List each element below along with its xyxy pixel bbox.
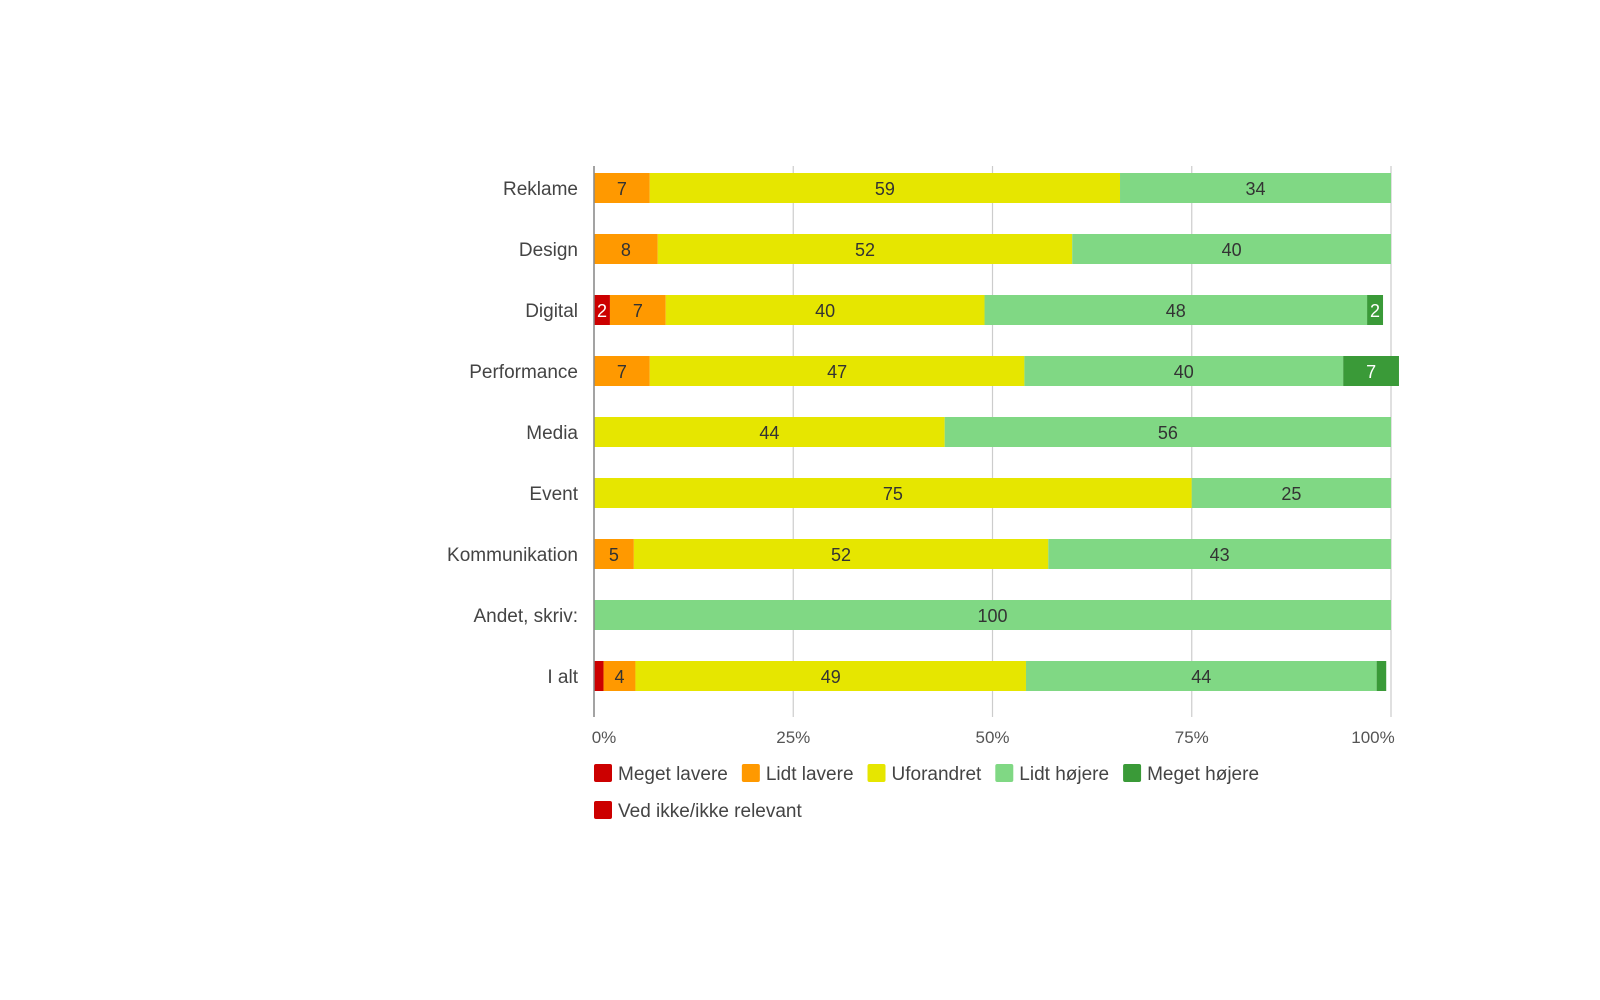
legend-label: Meget lavere <box>618 764 728 785</box>
x-tick-label: 50% <box>975 728 1009 747</box>
bar-segment <box>594 295 610 325</box>
data-label: 49 <box>821 667 841 687</box>
category-label: Media <box>526 423 578 444</box>
bar-segment <box>984 295 1368 325</box>
axes: 0% 25% 50% 75% 100% Reklame Design Digital Perfo… <box>447 166 1395 747</box>
category-label: Performance <box>469 362 578 383</box>
legend-swatch <box>741 764 760 782</box>
legend-item: Meget lavere <box>594 764 728 785</box>
bar-segment <box>1048 539 1391 569</box>
legend-item: Ved ikke/ikke relevant <box>594 801 802 822</box>
bar-segment <box>594 600 1391 630</box>
bar-segment <box>1367 295 1384 325</box>
legend-swatch <box>867 764 886 782</box>
legend-label: Lidt højere <box>1019 764 1109 785</box>
bar-segment <box>633 539 1049 569</box>
data-label: 52 <box>855 240 875 260</box>
bars: 7 59 34 8 52 40 2 7 40 48 2 7 47 40 7 44 56 75 25 5 52 43 100 4… <box>594 173 1399 691</box>
data-label: 7 <box>633 301 643 321</box>
bar-segment <box>1343 356 1399 386</box>
legend-label: Lidt lavere <box>766 764 854 785</box>
data-label: 43 <box>1210 545 1230 565</box>
bar-segment <box>594 234 658 264</box>
category-label: Digital <box>525 301 578 322</box>
bar-segment <box>603 661 636 691</box>
data-label: 40 <box>815 301 835 321</box>
data-label: 52 <box>831 545 851 565</box>
data-label: 2 <box>1370 301 1380 321</box>
category-label: Event <box>529 484 578 505</box>
data-label: 7 <box>1366 362 1376 382</box>
data-label: 44 <box>1191 667 1211 687</box>
legend-item: Lidt højere <box>995 764 1109 785</box>
x-tick-label: 100% <box>1351 728 1394 747</box>
data-label: 4 <box>614 667 624 687</box>
data-label: 100 <box>977 606 1007 626</box>
bar-segment <box>1024 356 1344 386</box>
data-label: 7 <box>617 362 627 382</box>
data-label: 47 <box>827 362 847 382</box>
category-label: Reklame <box>503 179 578 200</box>
data-label: 40 <box>1222 240 1242 260</box>
bar-segment <box>594 478 1192 508</box>
legend: Meget lavere Lidt lavere Uforandret Lidt hø… <box>594 764 1259 822</box>
category-label: Design <box>519 240 578 261</box>
legend-item: Lidt lavere <box>741 764 854 785</box>
category-label: Kommunikation <box>447 545 578 566</box>
legend-swatch <box>594 801 612 819</box>
legend-label: Ved ikke/ikke relevant <box>618 801 802 822</box>
category-label: Andet, skriv: <box>473 606 578 627</box>
data-label: 7 <box>617 179 627 199</box>
bar-segment <box>594 539 634 569</box>
data-label: 8 <box>621 240 631 260</box>
data-label: 25 <box>1281 484 1301 504</box>
legend-swatch <box>995 764 1014 782</box>
x-tick-label: 25% <box>776 728 810 747</box>
legend-label: Uforandret <box>892 764 982 785</box>
bar-segment <box>1120 173 1391 203</box>
data-label: 34 <box>1245 179 1265 199</box>
data-label: 75 <box>883 484 903 504</box>
bar-segment <box>594 417 945 447</box>
bar-segment <box>944 417 1391 447</box>
bar-segment <box>649 356 1025 386</box>
bar-segment <box>635 661 1026 691</box>
legend-label: Meget højere <box>1147 764 1259 785</box>
x-tick-label: 0% <box>592 728 617 747</box>
bar-segment <box>1191 478 1391 508</box>
data-label: 40 <box>1174 362 1194 382</box>
bar-segment <box>1072 234 1391 264</box>
data-label: 5 <box>609 545 619 565</box>
bar-segment <box>1025 661 1377 691</box>
bar-segment <box>609 295 666 325</box>
legend-item: Meget højere <box>1123 764 1259 785</box>
legend-swatch <box>594 764 612 782</box>
x-tick-label: 75% <box>1175 728 1209 747</box>
data-label: 44 <box>759 423 779 443</box>
bar-segment <box>665 295 985 325</box>
data-label: 59 <box>875 179 895 199</box>
data-label: 2 <box>597 301 607 321</box>
data-label: 56 <box>1158 423 1178 443</box>
bar-segment <box>657 234 1073 264</box>
data-label: 48 <box>1166 301 1186 321</box>
legend-swatch <box>1123 764 1142 782</box>
bar-segment <box>594 661 604 691</box>
bar-segment <box>594 356 650 386</box>
legend-item: Uforandret <box>867 764 982 785</box>
bar-segment <box>594 173 650 203</box>
bar-segment <box>649 173 1121 203</box>
bar-segment <box>1376 661 1387 691</box>
category-label: I alt <box>547 667 578 688</box>
